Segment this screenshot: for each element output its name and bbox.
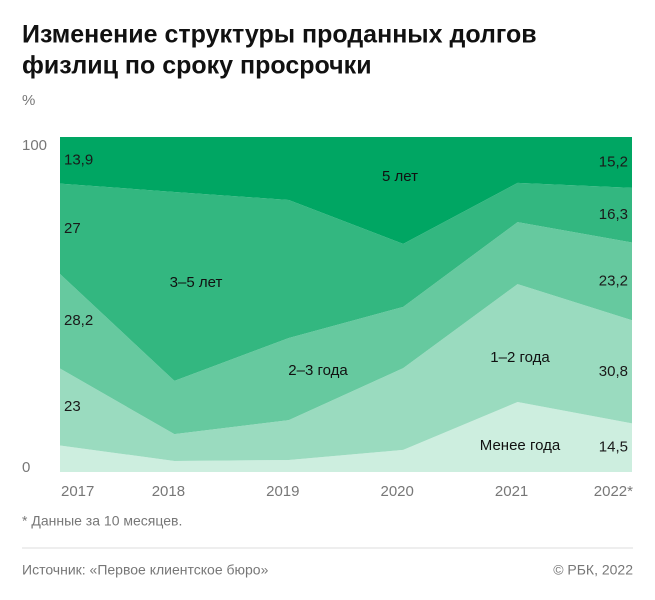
area bbox=[60, 401, 632, 472]
chart-title: физлиц по сроку просрочки bbox=[22, 52, 372, 80]
x-tick-label: 2017 bbox=[61, 483, 94, 500]
value-label: 16,3 bbox=[599, 206, 628, 223]
copyright: © РБК, 2022 bbox=[553, 562, 633, 578]
area bbox=[60, 182, 632, 381]
series-label: 1–2 года bbox=[490, 349, 550, 366]
x-tick-label: 2019 bbox=[266, 483, 299, 500]
x-tick-label: 2021 bbox=[495, 483, 528, 500]
x-tick-label: 2018 bbox=[152, 483, 185, 500]
plot-area: 0 100 14,5 Менее года 23 30,8 1–2 года 28,2 23,2… bbox=[22, 137, 633, 500]
y-tick-label: 100 bbox=[22, 137, 47, 154]
chart-title: Изменение структуры проданных долгов bbox=[22, 21, 537, 49]
series-label: 3–5 лет bbox=[170, 274, 223, 291]
series-label: 2–3 года bbox=[288, 362, 348, 379]
source: Источник: «Первое клиентское бюро» bbox=[22, 562, 269, 578]
value-label: 27 bbox=[64, 220, 81, 237]
value-label: 23,2 bbox=[599, 272, 628, 289]
value-label: 28,2 bbox=[64, 312, 93, 329]
value-label: 14,5 bbox=[599, 439, 628, 456]
value-label: 23 bbox=[64, 398, 81, 415]
area bbox=[60, 284, 632, 461]
value-label: 15,2 bbox=[599, 153, 628, 170]
x-tick-label: 2022* bbox=[594, 483, 633, 500]
y-tick-label: 0 bbox=[22, 459, 30, 476]
area bbox=[60, 222, 632, 435]
y-unit: % bbox=[22, 92, 35, 109]
area bbox=[60, 137, 632, 244]
series-label: 5 лет bbox=[382, 168, 418, 185]
footnote: * Данные за 10 месяцев. bbox=[22, 513, 182, 529]
x-tick-label: 2020 bbox=[381, 483, 414, 500]
value-label: 30,8 bbox=[599, 363, 628, 380]
value-label: 13,9 bbox=[64, 151, 93, 168]
series-label: Менее года bbox=[480, 437, 561, 454]
